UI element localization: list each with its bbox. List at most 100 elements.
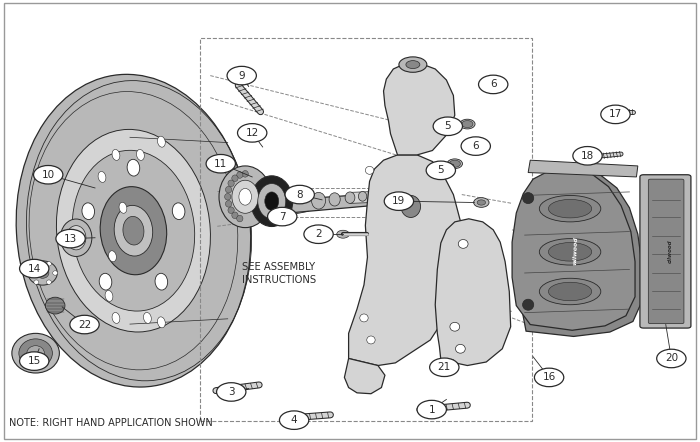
Ellipse shape	[66, 225, 86, 250]
Polygon shape	[512, 168, 635, 330]
Text: 3: 3	[228, 387, 235, 397]
FancyBboxPatch shape	[640, 175, 691, 328]
Polygon shape	[528, 160, 638, 177]
Circle shape	[227, 66, 256, 85]
Circle shape	[304, 225, 333, 244]
Ellipse shape	[16, 74, 251, 387]
Ellipse shape	[100, 187, 167, 275]
Circle shape	[279, 411, 309, 430]
Ellipse shape	[237, 171, 243, 178]
Text: 7: 7	[279, 212, 286, 221]
Circle shape	[461, 137, 491, 155]
Text: 17: 17	[609, 109, 622, 119]
Text: 12: 12	[246, 128, 259, 138]
Text: 14: 14	[27, 263, 41, 274]
Ellipse shape	[19, 339, 52, 367]
Ellipse shape	[450, 322, 460, 331]
Ellipse shape	[34, 280, 38, 284]
Ellipse shape	[474, 198, 489, 207]
Ellipse shape	[232, 180, 258, 213]
Ellipse shape	[12, 333, 60, 373]
Ellipse shape	[46, 297, 65, 314]
Ellipse shape	[523, 193, 533, 204]
Ellipse shape	[27, 346, 44, 361]
Circle shape	[433, 117, 463, 136]
Circle shape	[216, 383, 246, 401]
Text: 16: 16	[542, 373, 556, 382]
Ellipse shape	[539, 195, 601, 222]
Ellipse shape	[449, 160, 461, 167]
Ellipse shape	[108, 251, 116, 262]
Ellipse shape	[329, 193, 340, 206]
Ellipse shape	[127, 159, 140, 176]
Ellipse shape	[225, 201, 232, 207]
Circle shape	[657, 349, 686, 368]
Ellipse shape	[158, 136, 165, 147]
Ellipse shape	[136, 149, 144, 160]
Bar	[199, 38, 531, 422]
Circle shape	[426, 161, 456, 179]
Ellipse shape	[258, 183, 286, 219]
Text: 20: 20	[665, 354, 678, 363]
Circle shape	[20, 259, 49, 278]
Ellipse shape	[360, 314, 368, 322]
Text: 5: 5	[444, 121, 451, 131]
Ellipse shape	[548, 243, 592, 261]
Ellipse shape	[105, 290, 113, 301]
Ellipse shape	[52, 271, 57, 275]
Ellipse shape	[523, 299, 533, 310]
Text: 22: 22	[78, 320, 91, 330]
Ellipse shape	[312, 192, 326, 209]
Ellipse shape	[477, 200, 486, 205]
Ellipse shape	[114, 206, 153, 256]
Ellipse shape	[235, 202, 248, 219]
Polygon shape	[384, 63, 455, 155]
Text: 4: 4	[290, 415, 298, 425]
Ellipse shape	[539, 239, 601, 265]
Text: 1: 1	[428, 404, 435, 415]
Text: 10: 10	[41, 170, 55, 180]
Text: NOTE: RIGHT HAND APPLICATION SHOWN: NOTE: RIGHT HAND APPLICATION SHOWN	[9, 418, 213, 428]
Ellipse shape	[123, 217, 144, 245]
Circle shape	[573, 147, 602, 165]
Circle shape	[70, 315, 99, 334]
Ellipse shape	[251, 176, 293, 226]
Ellipse shape	[232, 212, 238, 219]
Polygon shape	[238, 189, 438, 217]
Text: 13: 13	[64, 234, 77, 244]
Polygon shape	[349, 155, 462, 366]
Circle shape	[20, 352, 49, 370]
Text: 6: 6	[490, 80, 496, 89]
Ellipse shape	[155, 273, 168, 290]
Text: 8: 8	[296, 190, 303, 200]
Ellipse shape	[232, 175, 238, 182]
Circle shape	[56, 229, 85, 248]
Ellipse shape	[482, 81, 496, 90]
Text: 9: 9	[239, 71, 245, 80]
Ellipse shape	[28, 261, 57, 285]
Text: 6: 6	[473, 141, 479, 151]
Circle shape	[601, 105, 630, 124]
Ellipse shape	[458, 240, 468, 248]
Ellipse shape	[475, 143, 488, 151]
Text: 18: 18	[581, 151, 594, 161]
Ellipse shape	[548, 282, 592, 301]
Circle shape	[237, 124, 267, 142]
Circle shape	[417, 400, 447, 419]
Ellipse shape	[144, 312, 151, 324]
Circle shape	[267, 207, 297, 226]
Ellipse shape	[237, 215, 243, 222]
Circle shape	[384, 192, 414, 210]
Ellipse shape	[548, 199, 592, 218]
Circle shape	[206, 154, 235, 173]
Ellipse shape	[239, 188, 251, 205]
Circle shape	[285, 185, 314, 204]
Ellipse shape	[484, 82, 493, 88]
Circle shape	[534, 368, 564, 387]
Ellipse shape	[119, 202, 127, 213]
Ellipse shape	[228, 180, 235, 187]
Text: 15: 15	[27, 356, 41, 366]
Ellipse shape	[365, 166, 374, 174]
Ellipse shape	[57, 130, 211, 332]
Ellipse shape	[82, 203, 94, 220]
